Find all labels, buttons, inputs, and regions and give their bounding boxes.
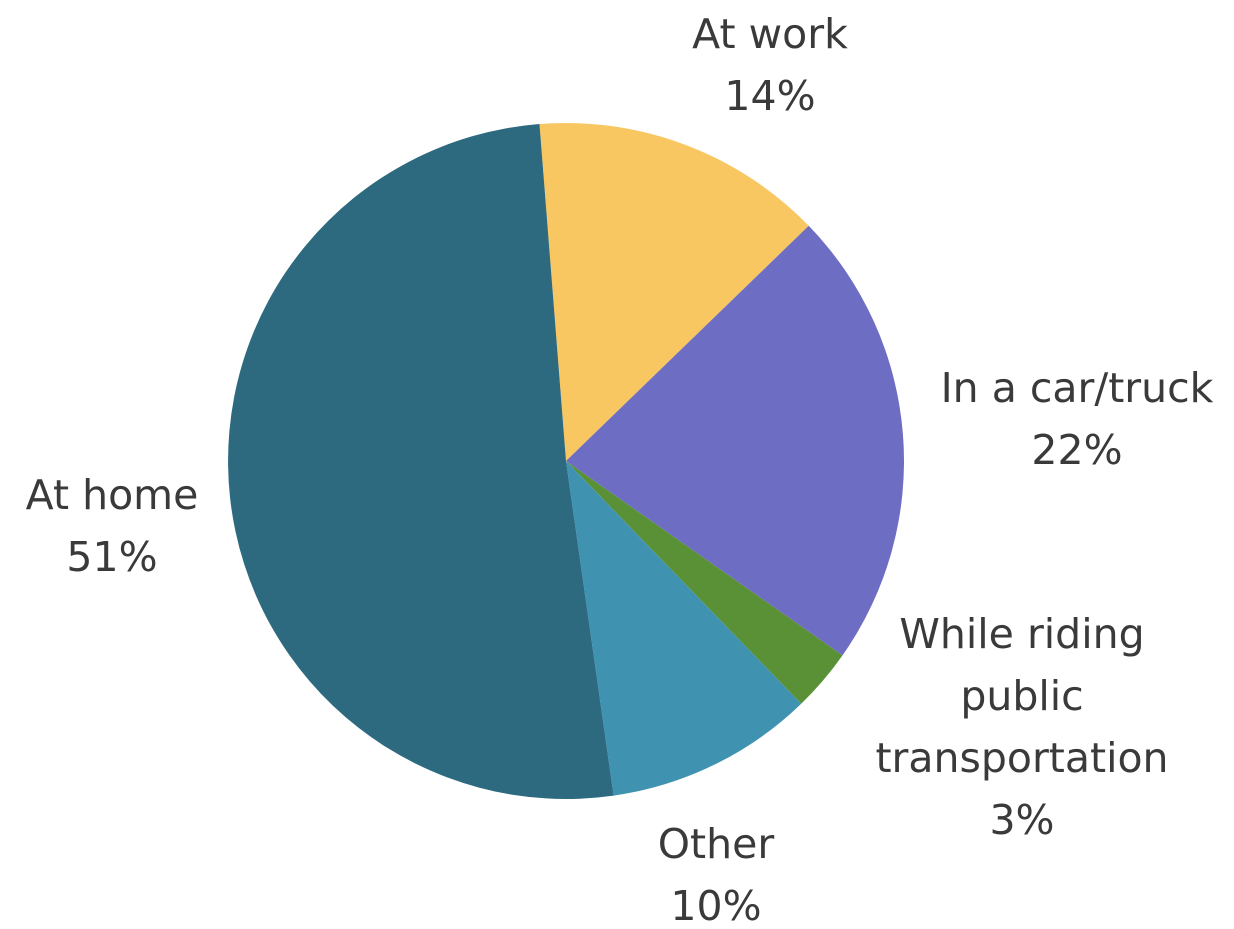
slice-label-while-riding-public-transportation: While riding public transportation 3%	[875, 610, 1168, 844]
slice-category-label: At work	[692, 10, 848, 58]
pie-labels: At work 14% In a car/truck 22% While riding p…	[26, 10, 1214, 929]
pie-slice-while-riding-public-transportation	[566, 461, 843, 704]
slice-value-label: 14%	[724, 72, 815, 120]
slice-category-label: In a car/truck	[941, 364, 1214, 412]
slice-value-label: 22%	[1031, 426, 1122, 474]
pie-slice-at-home	[228, 124, 614, 799]
slice-category-label: Other	[658, 820, 775, 868]
pie-slices	[228, 122, 904, 799]
slice-label-other: Other 10%	[658, 820, 775, 929]
pie-slice-in-a-car-truck	[566, 225, 904, 656]
pie-slice-at-work	[539, 122, 809, 461]
slice-label-in-a-car-truck: In a car/truck 22%	[941, 364, 1214, 474]
slice-value-label: 3%	[989, 796, 1054, 844]
pie-slice-other	[566, 461, 802, 796]
slice-value-label: 51%	[66, 533, 157, 581]
slice-category-label: transportation	[875, 734, 1168, 782]
slice-category-label: public	[960, 672, 1083, 720]
slice-label-at-work: At work 14%	[692, 10, 848, 120]
slice-category-label: While riding	[899, 610, 1144, 658]
slice-label-at-home: At home 51%	[26, 471, 199, 581]
slice-value-label: 10%	[670, 882, 761, 929]
slice-category-label: At home	[26, 471, 199, 519]
